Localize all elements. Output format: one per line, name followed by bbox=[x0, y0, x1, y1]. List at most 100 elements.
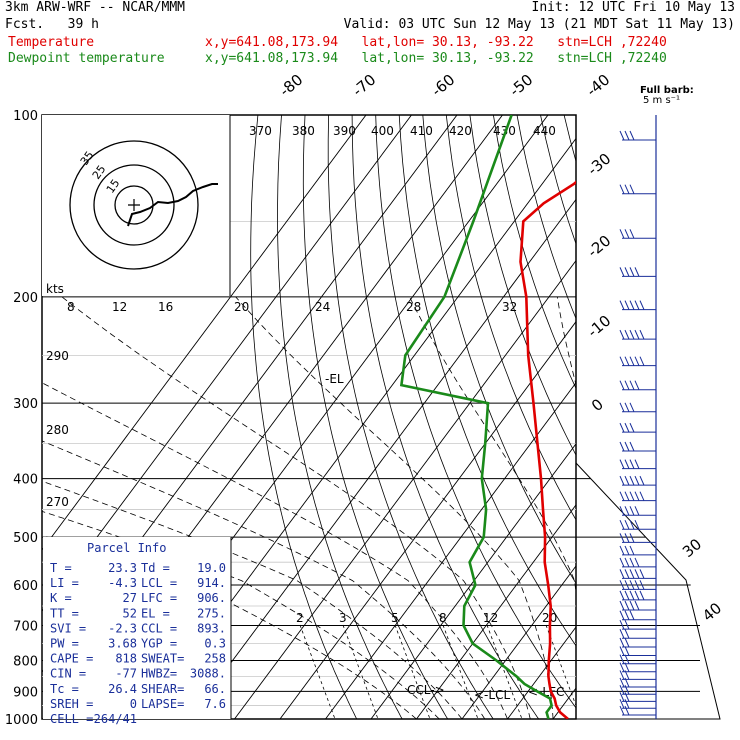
parcel-info-key: LCL = bbox=[141, 576, 177, 590]
parcel-info-key: SHEAR= bbox=[141, 682, 184, 696]
isotherm-label--30: -30 bbox=[584, 150, 614, 180]
wind-barb bbox=[619, 519, 656, 530]
hodograph-trace bbox=[127, 183, 218, 227]
valid-time: Valid: 03 UTC Sun 12 May 13 (21 MDT Sat … bbox=[343, 17, 735, 32]
mixing-ratio-label-8: 8 bbox=[439, 611, 447, 625]
wind-barb bbox=[619, 422, 656, 433]
parcel-info-value: 818 bbox=[115, 652, 137, 666]
parcel-info-key: SREH = bbox=[50, 697, 93, 711]
dry-adiabat-410 bbox=[635, 115, 740, 732]
theta-label-370: 370 bbox=[249, 124, 272, 138]
parcel-info-value: 23.3 bbox=[108, 561, 137, 575]
parcel-info-value: 264/41 bbox=[94, 712, 137, 726]
wind-barb bbox=[619, 557, 656, 568]
moist-adiabat-20 bbox=[235, 296, 554, 719]
wind-barb bbox=[619, 692, 656, 702]
theta-left-label-290: 290 bbox=[46, 349, 69, 363]
level-marker-ccl: CCL-> bbox=[407, 683, 445, 697]
parcel-info-value: 26.4 bbox=[108, 682, 137, 696]
dry-adiabat-320 bbox=[422, 115, 576, 585]
dry-adiabat-260 bbox=[277, 115, 403, 719]
dry-adiabat-450 bbox=[729, 115, 740, 732]
hodograph-tick-24: 24 bbox=[315, 300, 330, 314]
moist-adiabat-0 bbox=[42, 480, 463, 719]
isotherm-40 bbox=[634, 102, 740, 732]
isotherm--60 bbox=[188, 198, 576, 719]
parcel-info-key: CELL = bbox=[50, 712, 93, 726]
isotherm-30 bbox=[589, 102, 740, 732]
wind-barb bbox=[619, 590, 656, 601]
mixing-ratio-12 bbox=[486, 624, 523, 719]
wind-barb bbox=[619, 619, 656, 630]
wind-barb bbox=[619, 491, 656, 502]
theta-left-label-280: 280 bbox=[46, 423, 69, 437]
init-time: Init: 12 UTC Fri 10 May 13 bbox=[531, 0, 736, 15]
parcel-info-key: CAPE = bbox=[50, 652, 93, 666]
parcel-info-key: YGP = bbox=[141, 637, 177, 651]
pressure-label-500: 500 bbox=[13, 531, 38, 546]
isotherm-label--60: -60 bbox=[428, 71, 458, 101]
dry-adiabat-310 bbox=[398, 115, 576, 647]
wind-barb bbox=[619, 229, 656, 239]
pressure-label-800: 800 bbox=[13, 654, 38, 669]
mixing-ratio-5 bbox=[394, 624, 431, 719]
parcel-info-key: TT = bbox=[50, 606, 79, 620]
mixing-ratio-20 bbox=[545, 624, 576, 707]
parcel-info-key: SVI = bbox=[50, 621, 86, 635]
theta-label-440: 440 bbox=[533, 124, 556, 138]
wind-barb bbox=[619, 629, 656, 639]
wind-barb bbox=[619, 610, 656, 621]
wind-barb bbox=[619, 300, 656, 311]
pressure-label-1000: 1000 bbox=[5, 713, 38, 728]
level-marker-lcl: <-LCL bbox=[474, 688, 510, 702]
hodograph-tick-8: 8 bbox=[67, 300, 75, 314]
wind-barb bbox=[619, 267, 656, 277]
moist-adiabat-10 bbox=[42, 382, 508, 719]
hodograph-tick-12: 12 bbox=[112, 300, 127, 314]
dry-adiabat-250 bbox=[250, 115, 358, 719]
isotherm--40 bbox=[279, 320, 576, 719]
parcel-info-key: PW = bbox=[50, 637, 79, 651]
dry-adiabat-440 bbox=[705, 115, 740, 732]
dry-adiabat-380 bbox=[563, 115, 576, 163]
outer-frame bbox=[575, 462, 721, 720]
parcel-info-key: SWEAT= bbox=[141, 652, 184, 666]
moist-adiabat--5 bbox=[42, 510, 440, 719]
parcel-info-key: LI = bbox=[50, 576, 79, 590]
hodograph-tick-20: 20 bbox=[234, 300, 249, 314]
wind-barb bbox=[619, 685, 656, 695]
parcel-info-value: 3088. bbox=[190, 667, 226, 681]
parcel-info-key: LAPSE= bbox=[141, 697, 184, 711]
wind-barb bbox=[619, 402, 656, 413]
parcel-info-key: CCL = bbox=[141, 621, 177, 635]
pressure-label-200: 200 bbox=[13, 291, 38, 306]
wind-barb bbox=[619, 670, 656, 680]
wind-barb bbox=[619, 654, 656, 665]
wind-barb bbox=[619, 600, 656, 611]
parcel-info-value: 3.68 bbox=[108, 637, 137, 651]
dry-adiabat-340 bbox=[469, 115, 576, 456]
parcel-info-value: 7.6 bbox=[204, 697, 226, 711]
theta-label-390: 390 bbox=[333, 124, 356, 138]
theta-label-430: 430 bbox=[493, 124, 516, 138]
dry-adiabat-280 bbox=[327, 115, 494, 719]
hodograph-kts-label: kts bbox=[46, 282, 64, 296]
parcel-info-value: -2.3 bbox=[108, 621, 137, 635]
pressure-label-900: 900 bbox=[13, 685, 38, 700]
mixing-ratio-label-12: 12 bbox=[483, 611, 498, 625]
wind-barbs: Full barb:5 m s⁻¹ bbox=[619, 85, 694, 719]
hodograph-tick-32: 32 bbox=[502, 300, 517, 314]
parcel-info-key: HWBZ= bbox=[141, 667, 177, 681]
wind-barb bbox=[619, 506, 656, 516]
wind-barb bbox=[619, 637, 656, 648]
wind-barb bbox=[619, 130, 656, 141]
temperature-legend: Temperature bbox=[8, 35, 95, 50]
hodograph-tick-28: 28 bbox=[406, 300, 421, 314]
parcel-info-value: -4.3 bbox=[108, 576, 137, 590]
parcel-info-value: 893. bbox=[197, 621, 226, 635]
level-marker-lfc: <-LFC bbox=[528, 685, 564, 699]
parcel-info-key: Tc = bbox=[50, 682, 79, 696]
isotherm-0 bbox=[461, 565, 576, 719]
isotherm-label--40: -40 bbox=[583, 71, 613, 101]
dry-adiabat-350 bbox=[493, 115, 576, 390]
